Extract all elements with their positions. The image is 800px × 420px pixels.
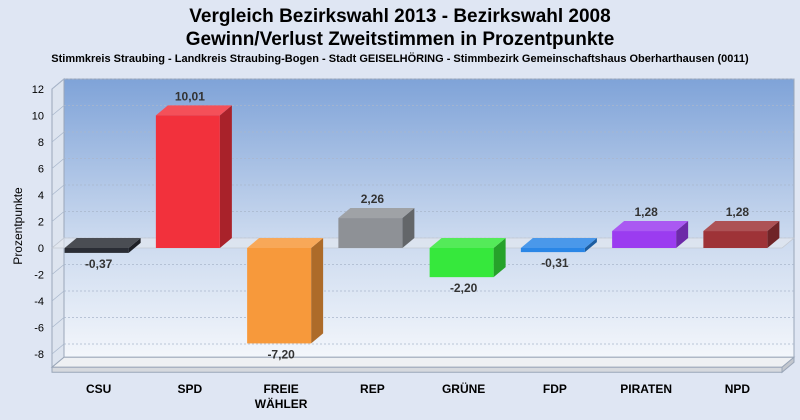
bar-top	[247, 238, 324, 248]
bar-side	[402, 208, 415, 248]
bar-2	[247, 238, 324, 344]
chart-subtitle: Stimmkreis Straubing - Landkreis Straubi…	[51, 53, 749, 65]
x-tick-label: NPD	[725, 382, 751, 396]
x-tick-label: FREIE	[263, 382, 298, 396]
y-tick-label: -2	[34, 270, 44, 282]
data-label: -7,20	[267, 347, 295, 361]
bar-top	[338, 208, 415, 219]
bar-0	[64, 238, 141, 253]
bar-front	[429, 248, 494, 278]
y-axis-label: Prozentpunkte	[11, 187, 25, 265]
bar-7	[703, 221, 780, 248]
bar-6	[612, 221, 689, 248]
y-tick-label: 10	[32, 111, 44, 123]
plot-floor-edge	[51, 366, 783, 373]
data-label: 2,26	[361, 192, 385, 206]
y-tick-label: 2	[38, 217, 44, 229]
bar-front	[64, 248, 129, 253]
bar-top	[429, 238, 506, 248]
bar-1	[155, 105, 232, 249]
bar-side	[676, 221, 689, 248]
y-tick-label: 8	[38, 137, 44, 149]
bar-side	[584, 238, 597, 253]
x-tick-label: FDP	[543, 382, 567, 396]
y-tick-label: -8	[34, 349, 44, 361]
plot-floor-corner	[781, 356, 795, 374]
bar-front	[247, 248, 312, 344]
gridline-side	[51, 343, 65, 355]
y-tick-label: 6	[38, 164, 44, 176]
y-tick-label: 12	[32, 84, 44, 96]
bar-top	[155, 105, 232, 116]
bar-3	[338, 208, 415, 248]
x-tick-label: PIRATEN	[620, 382, 672, 396]
bar-front	[338, 218, 403, 248]
chart-title-line1: Vergleich Bezirkswahl 2013 - Bezirkswahl…	[189, 6, 611, 27]
bar-side	[311, 238, 324, 344]
gridline-side	[51, 317, 65, 328]
x-tick-label: REP	[360, 382, 385, 396]
bar-5	[520, 238, 597, 253]
bar-4	[429, 238, 506, 278]
bar-front	[520, 248, 585, 253]
gridline-side	[51, 158, 65, 169]
bar-top	[703, 221, 780, 232]
y-tick-label: 0	[38, 243, 44, 255]
x-tick-label: CSU	[86, 382, 111, 396]
bar-top	[64, 238, 141, 248]
gridline-side	[51, 211, 65, 222]
bar-side	[128, 238, 141, 253]
data-label: -0,31	[541, 256, 569, 270]
y-tick-label: 4	[38, 190, 44, 202]
x-tick-label: GRÜNE	[442, 381, 485, 396]
y-tick-label: -4	[34, 296, 44, 308]
bar-front	[703, 231, 768, 248]
bar-side	[767, 221, 780, 248]
plot-side-wall	[51, 77, 65, 369]
bar-front	[612, 231, 677, 248]
gridline-side	[51, 131, 65, 143]
bar-side	[219, 105, 232, 249]
bar-top	[520, 238, 597, 248]
gridline-side	[51, 290, 65, 302]
gridline-side	[51, 184, 65, 196]
chart-title-line2: Gewinn/Verlust Zweitstimmen in Prozentpu…	[185, 29, 615, 50]
plot-floor	[50, 356, 796, 368]
data-label: -2,20	[450, 281, 478, 295]
y-tick-label: -6	[34, 323, 44, 335]
bar-side	[493, 238, 506, 278]
gridline-side	[51, 105, 65, 116]
data-label: 1,28	[634, 205, 658, 219]
data-label: -0,37	[85, 257, 113, 271]
gridline-side	[51, 264, 65, 275]
data-label: 1,28	[726, 205, 750, 219]
gridline-side	[51, 78, 65, 90]
bar-front	[155, 115, 220, 249]
bar-top	[612, 221, 689, 232]
x-tick-label: WÄHLER	[255, 396, 308, 411]
x-tick-label: SPD	[178, 382, 203, 396]
data-label: 10,01	[175, 89, 205, 103]
